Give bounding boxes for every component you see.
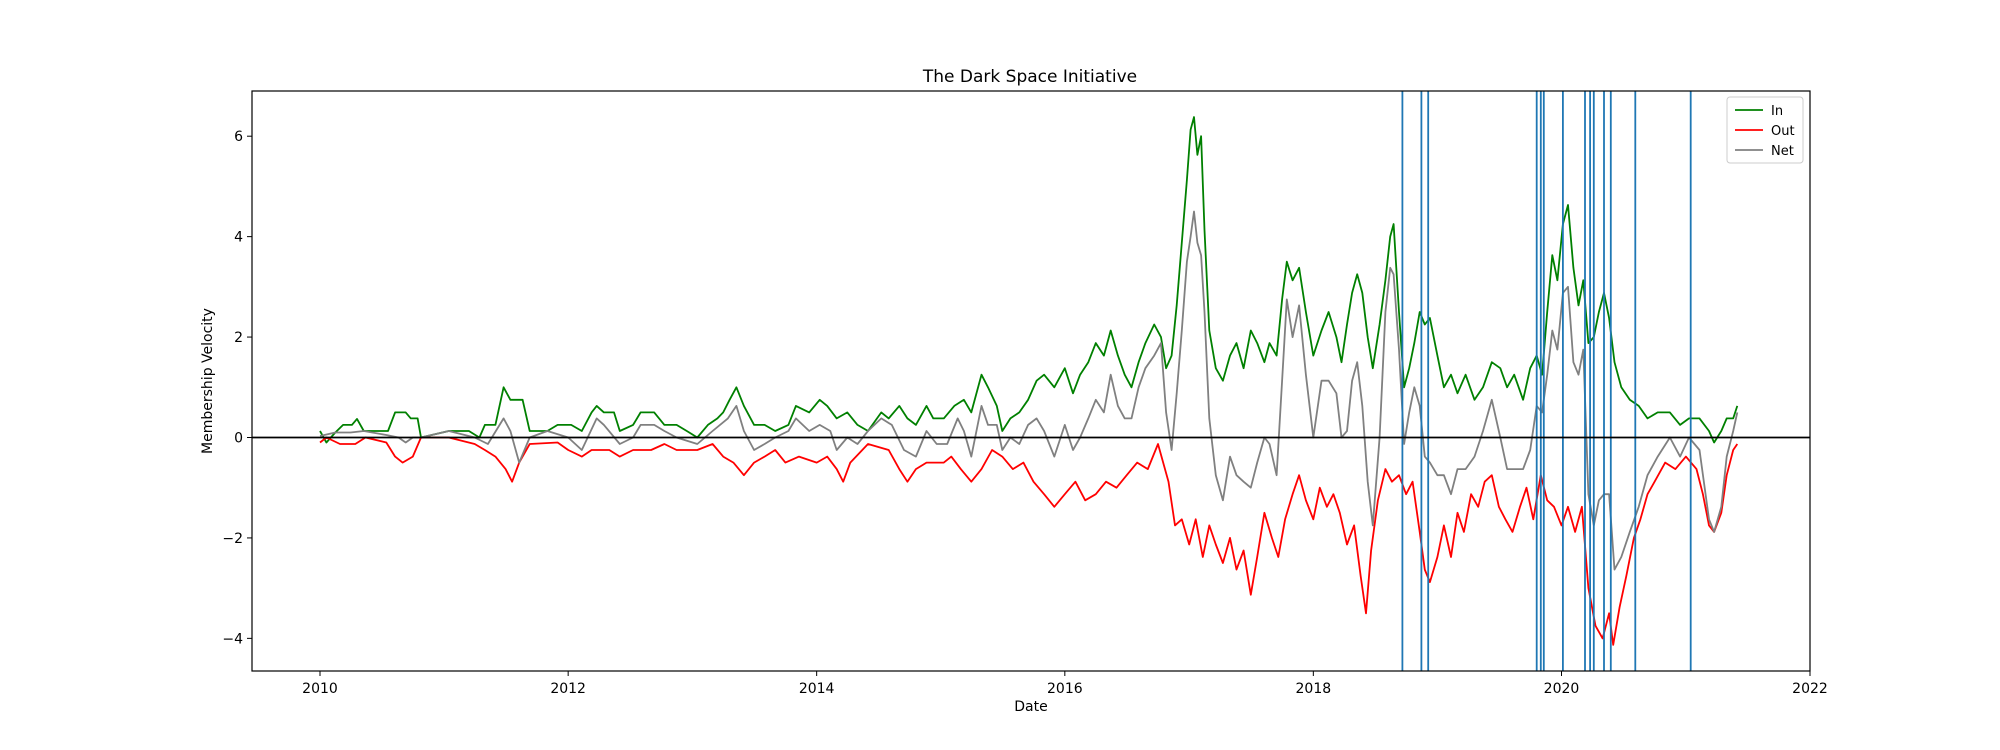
y-tick-label: 6 [234, 129, 243, 145]
x-tick-label: 2018 [1296, 681, 1332, 697]
legend-box [1726, 96, 1804, 164]
x-tick-label: 2014 [799, 681, 835, 697]
x-tick-label: 2020 [1544, 681, 1580, 697]
plot-area [252, 91, 1810, 671]
legend-label-out: Out [1771, 124, 1795, 139]
y-tick-label: 2 [234, 330, 243, 346]
y-tick-label: 0 [234, 430, 243, 446]
x-tick-label: 2012 [550, 681, 586, 697]
x-tick-label: 2016 [1047, 681, 1083, 697]
y-tick-label: −2 [222, 531, 243, 547]
x-tick-label: 2022 [1792, 681, 1828, 697]
y-axis: −4 −2 0 2 4 6 [222, 129, 252, 647]
series-line-in [319, 116, 1739, 444]
legend-label-in: In [1771, 104, 1783, 119]
series-line-out [319, 436, 1739, 646]
y-axis-label: Membership Velocity [200, 308, 216, 454]
axes-frame [251, 90, 1811, 672]
series-line-net [319, 210, 1739, 571]
legend: In Out Net [1726, 96, 1804, 164]
legend-label-net: Net [1771, 144, 1794, 159]
x-tick-label: 2010 [302, 681, 338, 697]
y-tick-label: 4 [234, 230, 243, 246]
x-axis: 2010 2012 2014 2016 2018 2020 2022 [302, 671, 1828, 697]
x-axis-label: Date [1014, 699, 1047, 715]
y-tick-label: −4 [222, 631, 243, 647]
chart-title: The Dark Space Initiative [922, 67, 1137, 87]
